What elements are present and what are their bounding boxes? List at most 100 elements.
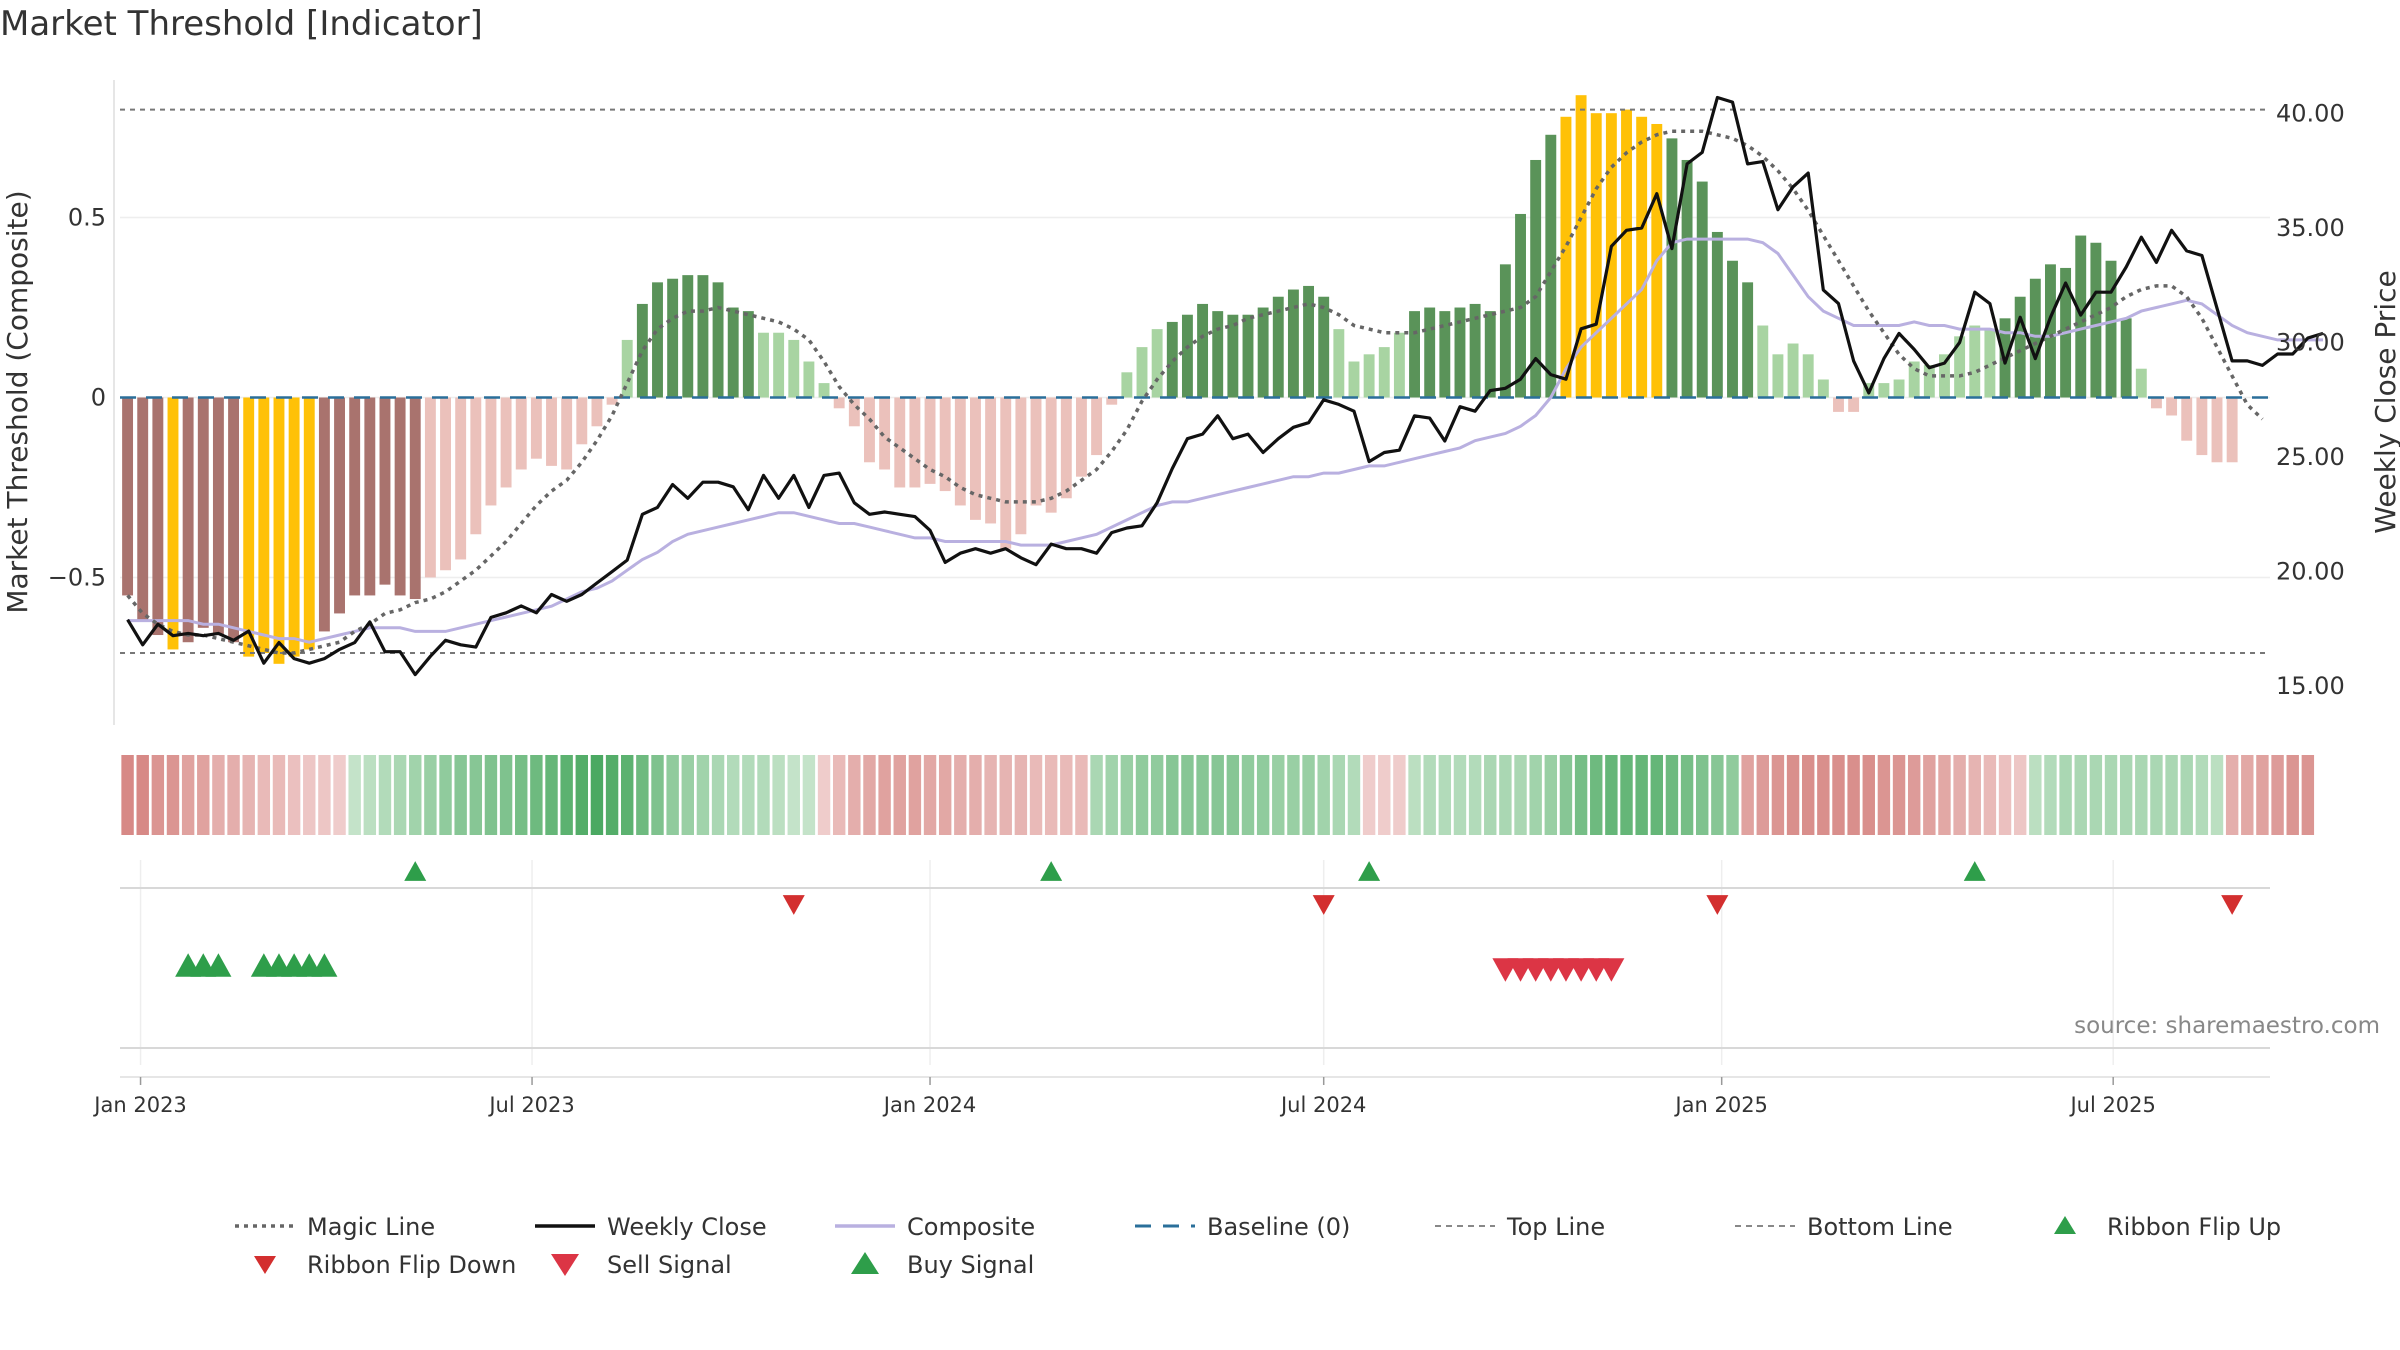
ribbon-cell xyxy=(242,755,255,835)
composite-bars xyxy=(122,95,2238,664)
ribbon-cell xyxy=(378,755,392,835)
composite-bar xyxy=(1833,397,1844,412)
legend-swatch-flip-down-icon xyxy=(254,1256,276,1274)
ribbon-cell xyxy=(1393,755,1406,835)
ribbon-cell xyxy=(1226,755,1240,835)
right-tick-label: 40.00 xyxy=(2276,100,2345,128)
composite-bar xyxy=(1060,397,1072,499)
composite-bar xyxy=(1545,134,1557,398)
ribbon-cell xyxy=(2256,755,2269,835)
composite-bar xyxy=(1817,379,1829,398)
composite-bar xyxy=(636,303,648,398)
ribbon-cell xyxy=(1998,755,2012,835)
composite-bar xyxy=(833,397,845,409)
composite-bar xyxy=(1121,372,1133,398)
ribbon-cell xyxy=(2241,755,2254,835)
composite-bar xyxy=(2196,397,2208,456)
ribbon-cell xyxy=(1756,755,1769,835)
composite-bar xyxy=(742,311,754,398)
ribbon-cell xyxy=(1272,755,1285,835)
composite-bar xyxy=(939,397,951,492)
composite-bar xyxy=(954,397,966,506)
composite-bar xyxy=(1469,303,1481,398)
legend-label: Sell Signal xyxy=(607,1251,732,1279)
ribbon-strip xyxy=(121,755,2315,835)
x-tick-label: Jul 2024 xyxy=(1279,1093,1366,1117)
composite-bar xyxy=(1954,336,1966,398)
ribbon-cell xyxy=(166,755,180,835)
ribbon-cell xyxy=(1287,755,1300,835)
legend-item: Ribbon Flip Down xyxy=(254,1251,516,1279)
ribbon-cell xyxy=(1347,755,1361,835)
ribbon-cell xyxy=(560,755,573,835)
composite-bar xyxy=(1242,314,1254,398)
ribbon-cell xyxy=(1529,755,1542,835)
ribbon-cell xyxy=(1771,755,1785,835)
y-axis-left-label: Market Threshold (Composite) xyxy=(1,190,34,613)
composite-bar xyxy=(379,397,391,585)
ribbon-cell xyxy=(817,755,831,835)
ribbon-cell xyxy=(772,755,785,835)
ribbon-flip-down-marker xyxy=(1706,895,1729,915)
ribbon-flip-down-marker xyxy=(1312,895,1335,915)
ribbon-cell xyxy=(1892,755,1906,835)
magic-line xyxy=(126,129,2264,655)
weekly-close-line xyxy=(126,95,2324,677)
ribbon-cell xyxy=(2135,755,2148,835)
ribbon-cell xyxy=(499,755,513,835)
ribbon-cell xyxy=(1120,755,1134,835)
composite-bar xyxy=(1075,397,1087,477)
ribbon-cell xyxy=(2271,755,2284,835)
ribbon-cell xyxy=(1726,755,1739,835)
ribbon-cell xyxy=(621,755,634,835)
composite-bar xyxy=(1923,365,1935,398)
ribbon-cell xyxy=(2180,755,2193,835)
ribbon-cell xyxy=(863,755,876,835)
x-tick-label: Jan 2023 xyxy=(92,1093,187,1117)
ribbon-cell xyxy=(227,755,240,835)
ribbon-cell xyxy=(181,755,195,835)
ribbon-cell xyxy=(2165,755,2178,835)
ribbon-cell xyxy=(287,755,301,835)
lines xyxy=(120,95,2324,677)
ribbon-cell xyxy=(1150,755,1164,835)
ribbon-cell xyxy=(681,755,694,835)
legend-item: Composite xyxy=(835,1213,1035,1241)
ribbon-cell xyxy=(409,755,422,835)
ribbon-cell xyxy=(1817,755,1830,835)
legend-item: Buy Signal xyxy=(851,1251,1034,1279)
composite-bar xyxy=(1212,311,1224,398)
ribbon-cell xyxy=(318,755,331,835)
legend-item: Sell Signal xyxy=(551,1251,732,1279)
ribbon-cell xyxy=(348,755,361,835)
ribbon-cell xyxy=(1241,755,1255,835)
ribbon-cell xyxy=(439,755,452,835)
composite-bar xyxy=(1454,307,1466,398)
composite-bar xyxy=(303,397,315,650)
composite-bar xyxy=(2105,260,2117,398)
ribbon-cell xyxy=(1665,755,1679,835)
composite-bar xyxy=(1711,231,1723,398)
composite-bar xyxy=(1802,354,1814,398)
ribbon-cell xyxy=(575,755,589,835)
ribbon-cell xyxy=(878,755,891,835)
ribbon-cell xyxy=(484,755,498,835)
ribbon-cell xyxy=(832,755,846,835)
ribbon-cell xyxy=(1559,755,1573,835)
legend-label: Bottom Line xyxy=(1807,1213,1953,1241)
ribbon-cell xyxy=(2044,755,2057,835)
ribbon-cell xyxy=(1605,755,1618,835)
ribbon-cell xyxy=(1256,755,1270,835)
composite-bar xyxy=(1605,113,1617,398)
composite-bar xyxy=(1636,116,1648,398)
legend-item: Ribbon Flip Up xyxy=(2054,1213,2281,1241)
composite-bar xyxy=(1227,314,1239,398)
ribbon-cell xyxy=(1135,755,1149,835)
ribbon-cell xyxy=(1650,755,1664,835)
composite-bar xyxy=(1484,311,1496,398)
composite-bar xyxy=(652,282,663,398)
ribbon-cell xyxy=(1953,755,1966,835)
right-tick-label: 20.00 xyxy=(2276,558,2345,586)
ribbon-cell xyxy=(1786,755,1800,835)
ribbon-cell xyxy=(1574,755,1588,835)
